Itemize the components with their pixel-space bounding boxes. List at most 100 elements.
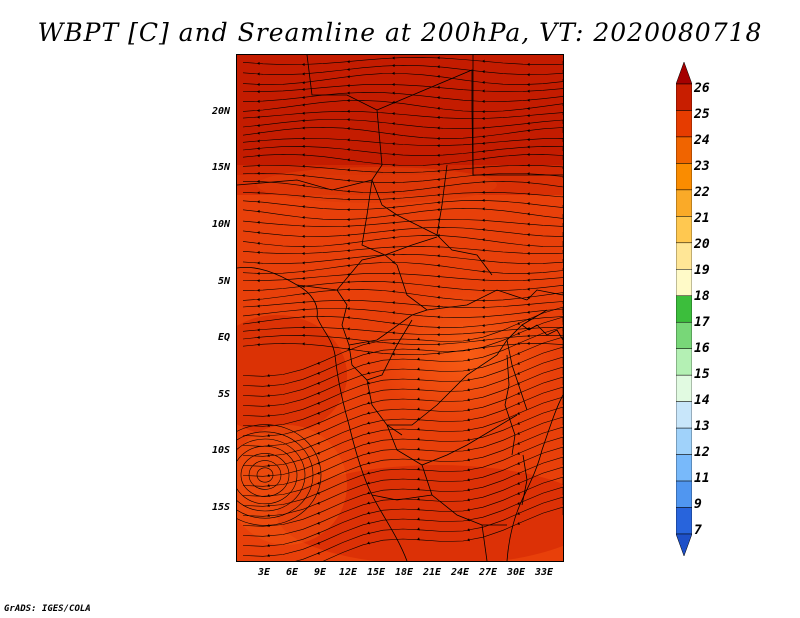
streamline-arrow (437, 65, 440, 69)
lon-label-12e: 12E (338, 567, 358, 578)
streamline-arrow (302, 136, 305, 140)
streamline-arrow (302, 315, 305, 319)
streamline-arrow (392, 280, 395, 284)
streamline-arrow (527, 62, 530, 66)
streamline-arrow (257, 328, 260, 332)
streamline-arrow (417, 457, 420, 461)
border-11 (348, 319, 413, 381)
streamline-arrow (302, 308, 305, 312)
streamline-arrow (482, 278, 485, 282)
streamline-arrow (527, 278, 530, 282)
streamline-arrow (527, 303, 530, 307)
lat-label-15s: 15S (211, 502, 230, 513)
streamline (242, 235, 563, 248)
streamline-arrow (257, 82, 260, 87)
streamline (242, 119, 563, 129)
streamline-arrow (517, 521, 520, 525)
streamline-arrow (392, 253, 395, 257)
streamline-arrow (257, 139, 260, 143)
streamline-arrow (527, 271, 530, 276)
streamline-arrow (367, 451, 370, 455)
streamline-arrow (467, 478, 470, 482)
streamline-arrow (367, 521, 370, 525)
streamline-arrow (317, 511, 320, 515)
colorbar-swatch (676, 269, 692, 297)
streamline-arrow (347, 109, 350, 113)
streamline-arrow (437, 254, 440, 258)
streamline-arrow (347, 280, 350, 284)
streamline-arrow (517, 441, 520, 445)
lon-label-21e: 21E (422, 567, 442, 578)
streamline-arrow (347, 189, 350, 193)
border-7 (296, 236, 438, 291)
streamline-arrow (417, 427, 420, 431)
streamline-arrow (367, 351, 370, 355)
streamline-arrow (482, 126, 485, 130)
colorbar-swatch (676, 189, 692, 217)
lat-label-20n: 20N (211, 106, 230, 117)
border-13 (387, 309, 548, 426)
colorbar-label-25: 25 (694, 107, 710, 122)
streamline-arrow (302, 103, 305, 107)
colorbar-label-20: 20 (694, 237, 710, 252)
streamline-arrow (392, 221, 395, 225)
streamline-arrow (392, 64, 395, 68)
streamline-arrow (417, 537, 420, 541)
border-1 (306, 55, 383, 181)
cool-region-atlantic (237, 425, 347, 545)
colorbar-label-23: 23 (694, 159, 710, 174)
streamline-arrow (257, 250, 260, 254)
streamline (242, 100, 563, 113)
streamline (242, 335, 563, 346)
streamline (242, 346, 563, 417)
streamline-arrow (392, 142, 395, 146)
streamline-arrow (437, 351, 440, 356)
streamline (242, 253, 563, 264)
streamline-arrow (257, 154, 260, 158)
streamline-arrow (317, 401, 320, 405)
streamline-arrow (257, 209, 260, 213)
streamline-arrow (437, 177, 440, 182)
streamline-arrow (302, 261, 305, 265)
lon-label-3e: 3E (257, 567, 271, 578)
streamline-arrow (417, 507, 420, 511)
streamline-arrow (517, 361, 520, 365)
streamline-arrow (302, 325, 305, 329)
streamline-arrow (317, 471, 320, 475)
lon-label-9e: 9E (313, 567, 327, 578)
lat-label-5n: 5N (217, 276, 230, 287)
streamline-arrow (302, 251, 305, 256)
streamline-arrow (392, 271, 395, 276)
streamline-arrow (392, 132, 395, 136)
streamline-arrow (347, 256, 350, 260)
streamline-arrow (517, 411, 520, 415)
streamline-arrow (482, 305, 485, 310)
streamline-arrow (437, 200, 440, 205)
streamline-arrow (347, 84, 350, 88)
colorbar-label-21: 21 (694, 211, 710, 226)
border-6 (436, 164, 493, 276)
streamline-arrow (317, 431, 320, 435)
streamline-arrow (257, 230, 260, 235)
streamline-arrow (482, 180, 485, 184)
streamline-arrow (367, 341, 370, 345)
streamline (242, 172, 563, 183)
streamline-arrow (317, 481, 320, 485)
streamline-arrow (317, 531, 320, 535)
streamline-arrow (317, 551, 320, 555)
streamline (242, 207, 563, 220)
streamline-arrow (257, 109, 260, 113)
border-8 (336, 289, 350, 346)
streamline-arrow (482, 330, 485, 334)
streamline-arrow (302, 173, 305, 178)
colorbar-label-18: 18 (694, 289, 710, 304)
lake-tanganyika (504, 354, 516, 456)
streamline (242, 164, 563, 173)
streamline (242, 262, 563, 274)
streamline-arrow (367, 361, 370, 365)
streamline-arrow (482, 165, 485, 169)
streamline-arrow (392, 56, 395, 60)
streamline-arrow (347, 118, 350, 122)
streamline-arrow (302, 342, 305, 346)
lat-label-eq: EQ (217, 332, 230, 343)
